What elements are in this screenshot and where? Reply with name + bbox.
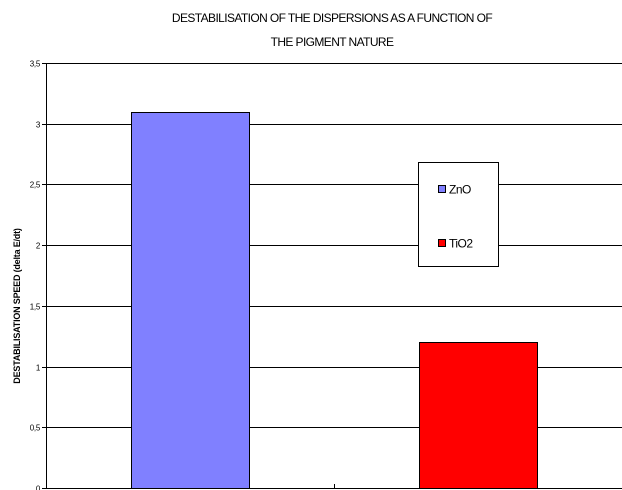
bar-tio2 xyxy=(419,342,538,489)
y-tick-label: 0 xyxy=(36,485,41,490)
chart-title-line-2: THE PIGMENT NATURE xyxy=(271,35,394,49)
axes xyxy=(42,63,622,489)
y-tick-labels: 0 0,5 1 1,5 2 2,5 3 3,5 xyxy=(30,60,41,490)
legend-box xyxy=(418,162,499,267)
legend-label-tio2: TiO2 xyxy=(449,237,473,251)
bar-zno xyxy=(131,112,250,489)
legend: ZnO TiO2 xyxy=(418,162,499,267)
y-axis-label: DESTABILISATION SPEED (delta E/dt) xyxy=(12,228,22,384)
y-tick-label: 2,5 xyxy=(30,181,41,190)
y-tick-label: 1,5 xyxy=(30,303,41,312)
y-tick-label: 2 xyxy=(36,242,41,251)
legend-swatch-zno xyxy=(438,185,446,193)
y-tick-label: 3 xyxy=(36,121,41,130)
y-tick-label: 0,5 xyxy=(30,424,41,433)
chart-title-line-1: DESTABILISATION OF THE DISPERSIONS AS A … xyxy=(172,11,492,25)
legend-label-zno: ZnO xyxy=(449,183,471,197)
y-tick-label: 3,5 xyxy=(30,60,41,69)
legend-swatch-tio2 xyxy=(438,239,446,247)
y-tick-label: 1 xyxy=(36,364,41,373)
